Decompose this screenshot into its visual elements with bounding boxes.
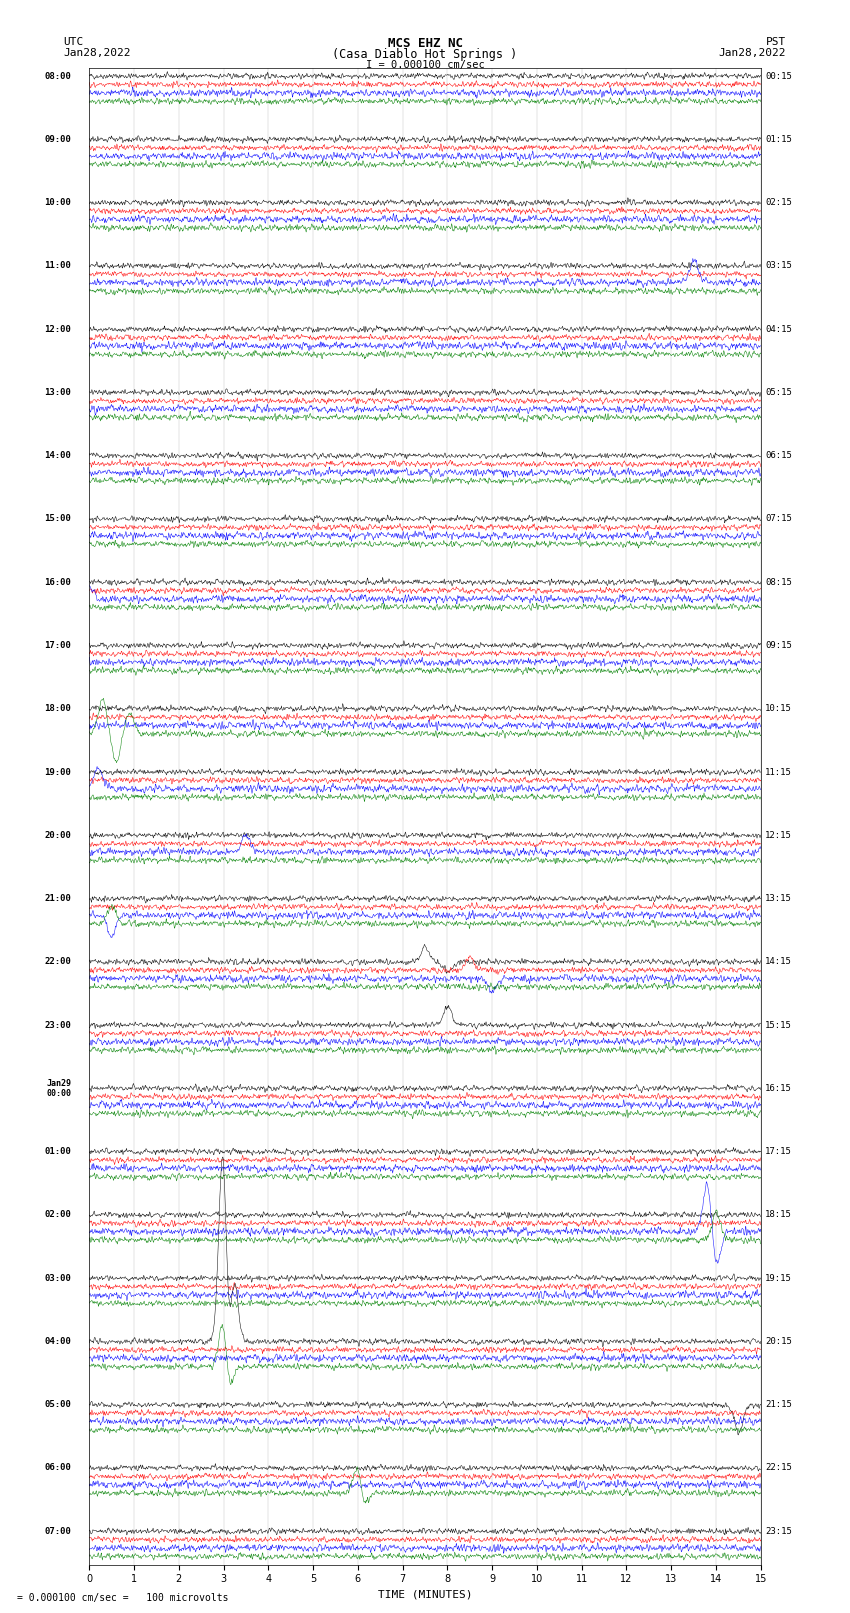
Text: 07:00: 07:00 — [44, 1528, 71, 1536]
X-axis label: TIME (MINUTES): TIME (MINUTES) — [377, 1590, 473, 1600]
Text: PST: PST — [766, 37, 786, 47]
Text: 03:00: 03:00 — [44, 1274, 71, 1282]
Text: 05:15: 05:15 — [765, 387, 792, 397]
Text: 18:00: 18:00 — [44, 705, 71, 713]
Text: 22:15: 22:15 — [765, 1463, 792, 1473]
Text: 18:15: 18:15 — [765, 1210, 792, 1219]
Text: MCS EHZ NC: MCS EHZ NC — [388, 37, 462, 50]
Text: 21:00: 21:00 — [44, 894, 71, 903]
Text: 06:15: 06:15 — [765, 452, 792, 460]
Text: 00:15: 00:15 — [765, 71, 792, 81]
Text: Jan29
00:00: Jan29 00:00 — [47, 1079, 71, 1098]
Text: 15:15: 15:15 — [765, 1021, 792, 1029]
Text: 15:00: 15:00 — [44, 515, 71, 524]
Text: 16:15: 16:15 — [765, 1084, 792, 1094]
Text: 19:15: 19:15 — [765, 1274, 792, 1282]
Text: 12:15: 12:15 — [765, 831, 792, 840]
Text: 01:00: 01:00 — [44, 1147, 71, 1157]
Text: I = 0.000100 cm/sec: I = 0.000100 cm/sec — [366, 60, 484, 69]
Text: 23:00: 23:00 — [44, 1021, 71, 1029]
Text: 13:00: 13:00 — [44, 387, 71, 397]
Text: 10:15: 10:15 — [765, 705, 792, 713]
Text: 04:00: 04:00 — [44, 1337, 71, 1345]
Text: 09:15: 09:15 — [765, 640, 792, 650]
Text: 01:15: 01:15 — [765, 135, 792, 144]
Text: 07:15: 07:15 — [765, 515, 792, 524]
Text: 03:15: 03:15 — [765, 261, 792, 271]
Text: 20:00: 20:00 — [44, 831, 71, 840]
Text: 20:15: 20:15 — [765, 1337, 792, 1345]
Text: 16:00: 16:00 — [44, 577, 71, 587]
Text: 06:00: 06:00 — [44, 1463, 71, 1473]
Text: 10:00: 10:00 — [44, 198, 71, 206]
Text: 04:15: 04:15 — [765, 324, 792, 334]
Text: 08:00: 08:00 — [44, 71, 71, 81]
Text: Jan28,2022: Jan28,2022 — [719, 48, 786, 58]
Text: (Casa Diablo Hot Springs ): (Casa Diablo Hot Springs ) — [332, 48, 518, 61]
Text: Jan28,2022: Jan28,2022 — [64, 48, 131, 58]
Text: 11:00: 11:00 — [44, 261, 71, 271]
Text: UTC: UTC — [64, 37, 84, 47]
Text: 08:15: 08:15 — [765, 577, 792, 587]
Text: 23:15: 23:15 — [765, 1528, 792, 1536]
Text: 14:15: 14:15 — [765, 958, 792, 966]
Text: 19:00: 19:00 — [44, 768, 71, 776]
Text: 05:00: 05:00 — [44, 1400, 71, 1410]
Text: 22:00: 22:00 — [44, 958, 71, 966]
Text: 13:15: 13:15 — [765, 894, 792, 903]
Text: 02:15: 02:15 — [765, 198, 792, 206]
Text: 11:15: 11:15 — [765, 768, 792, 776]
Text: 17:15: 17:15 — [765, 1147, 792, 1157]
Text: 17:00: 17:00 — [44, 640, 71, 650]
Text: 09:00: 09:00 — [44, 135, 71, 144]
Text: 12:00: 12:00 — [44, 324, 71, 334]
Text: 21:15: 21:15 — [765, 1400, 792, 1410]
Text: 14:00: 14:00 — [44, 452, 71, 460]
Text: = 0.000100 cm/sec =   100 microvolts: = 0.000100 cm/sec = 100 microvolts — [17, 1594, 229, 1603]
Text: 02:00: 02:00 — [44, 1210, 71, 1219]
